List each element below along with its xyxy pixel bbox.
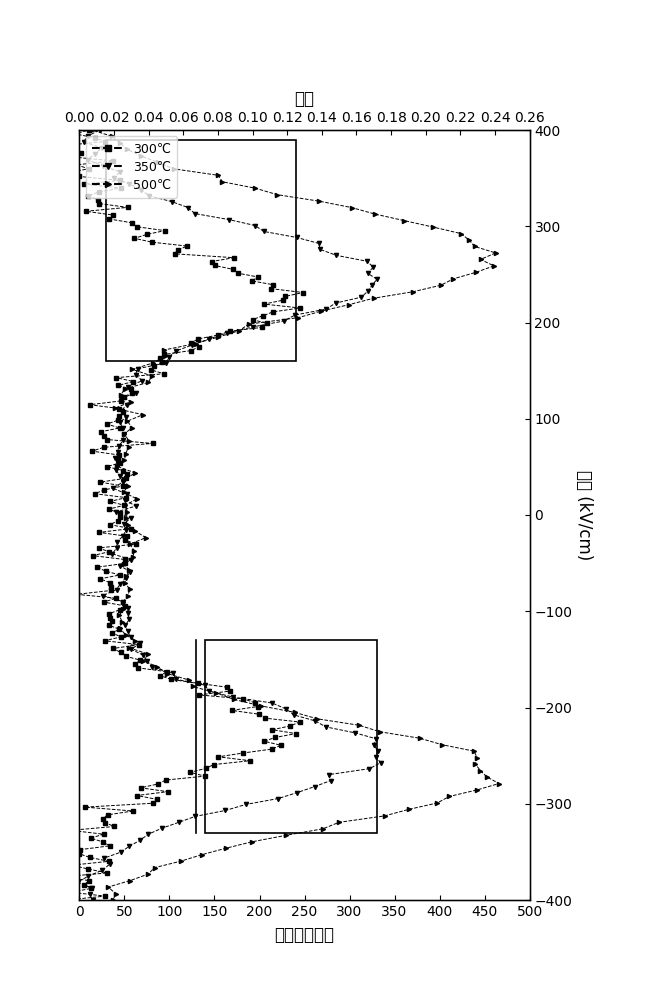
300℃ xyxy=(84,863,92,875)
X-axis label: 相对介电常数: 相对介电常数 xyxy=(275,926,334,944)
X-axis label: 损耗: 损耗 xyxy=(295,90,314,108)
300℃ xyxy=(63,894,71,906)
500℃ xyxy=(416,732,424,744)
350℃ xyxy=(316,243,324,255)
Line: 500℃: 500℃ xyxy=(90,128,501,902)
500℃ xyxy=(109,894,117,906)
500℃ xyxy=(88,124,96,136)
350℃ xyxy=(106,858,114,870)
Bar xyxy=(107,140,295,361)
350℃ xyxy=(118,476,126,488)
500℃ xyxy=(409,286,417,298)
500℃ xyxy=(128,363,136,375)
300℃ xyxy=(85,124,93,136)
Line: 300℃: 300℃ xyxy=(61,128,305,902)
300℃ xyxy=(85,163,93,175)
Bar xyxy=(205,640,377,833)
Y-axis label: 电场 (kV/cm): 电场 (kV/cm) xyxy=(575,470,593,560)
350℃ xyxy=(145,190,153,202)
Line: 350℃: 350℃ xyxy=(75,128,383,902)
500℃ xyxy=(213,687,220,699)
300℃ xyxy=(214,751,222,763)
500℃ xyxy=(131,467,139,479)
350℃ xyxy=(172,345,180,357)
300℃ xyxy=(84,190,92,202)
350℃ xyxy=(96,124,104,136)
300℃ xyxy=(75,848,83,860)
Legend: 300℃, 350℃, 500℃: 300℃, 350℃, 500℃ xyxy=(85,136,177,198)
500℃ xyxy=(137,150,145,162)
350℃ xyxy=(89,894,97,906)
300℃ xyxy=(195,689,203,701)
350℃ xyxy=(251,220,259,232)
